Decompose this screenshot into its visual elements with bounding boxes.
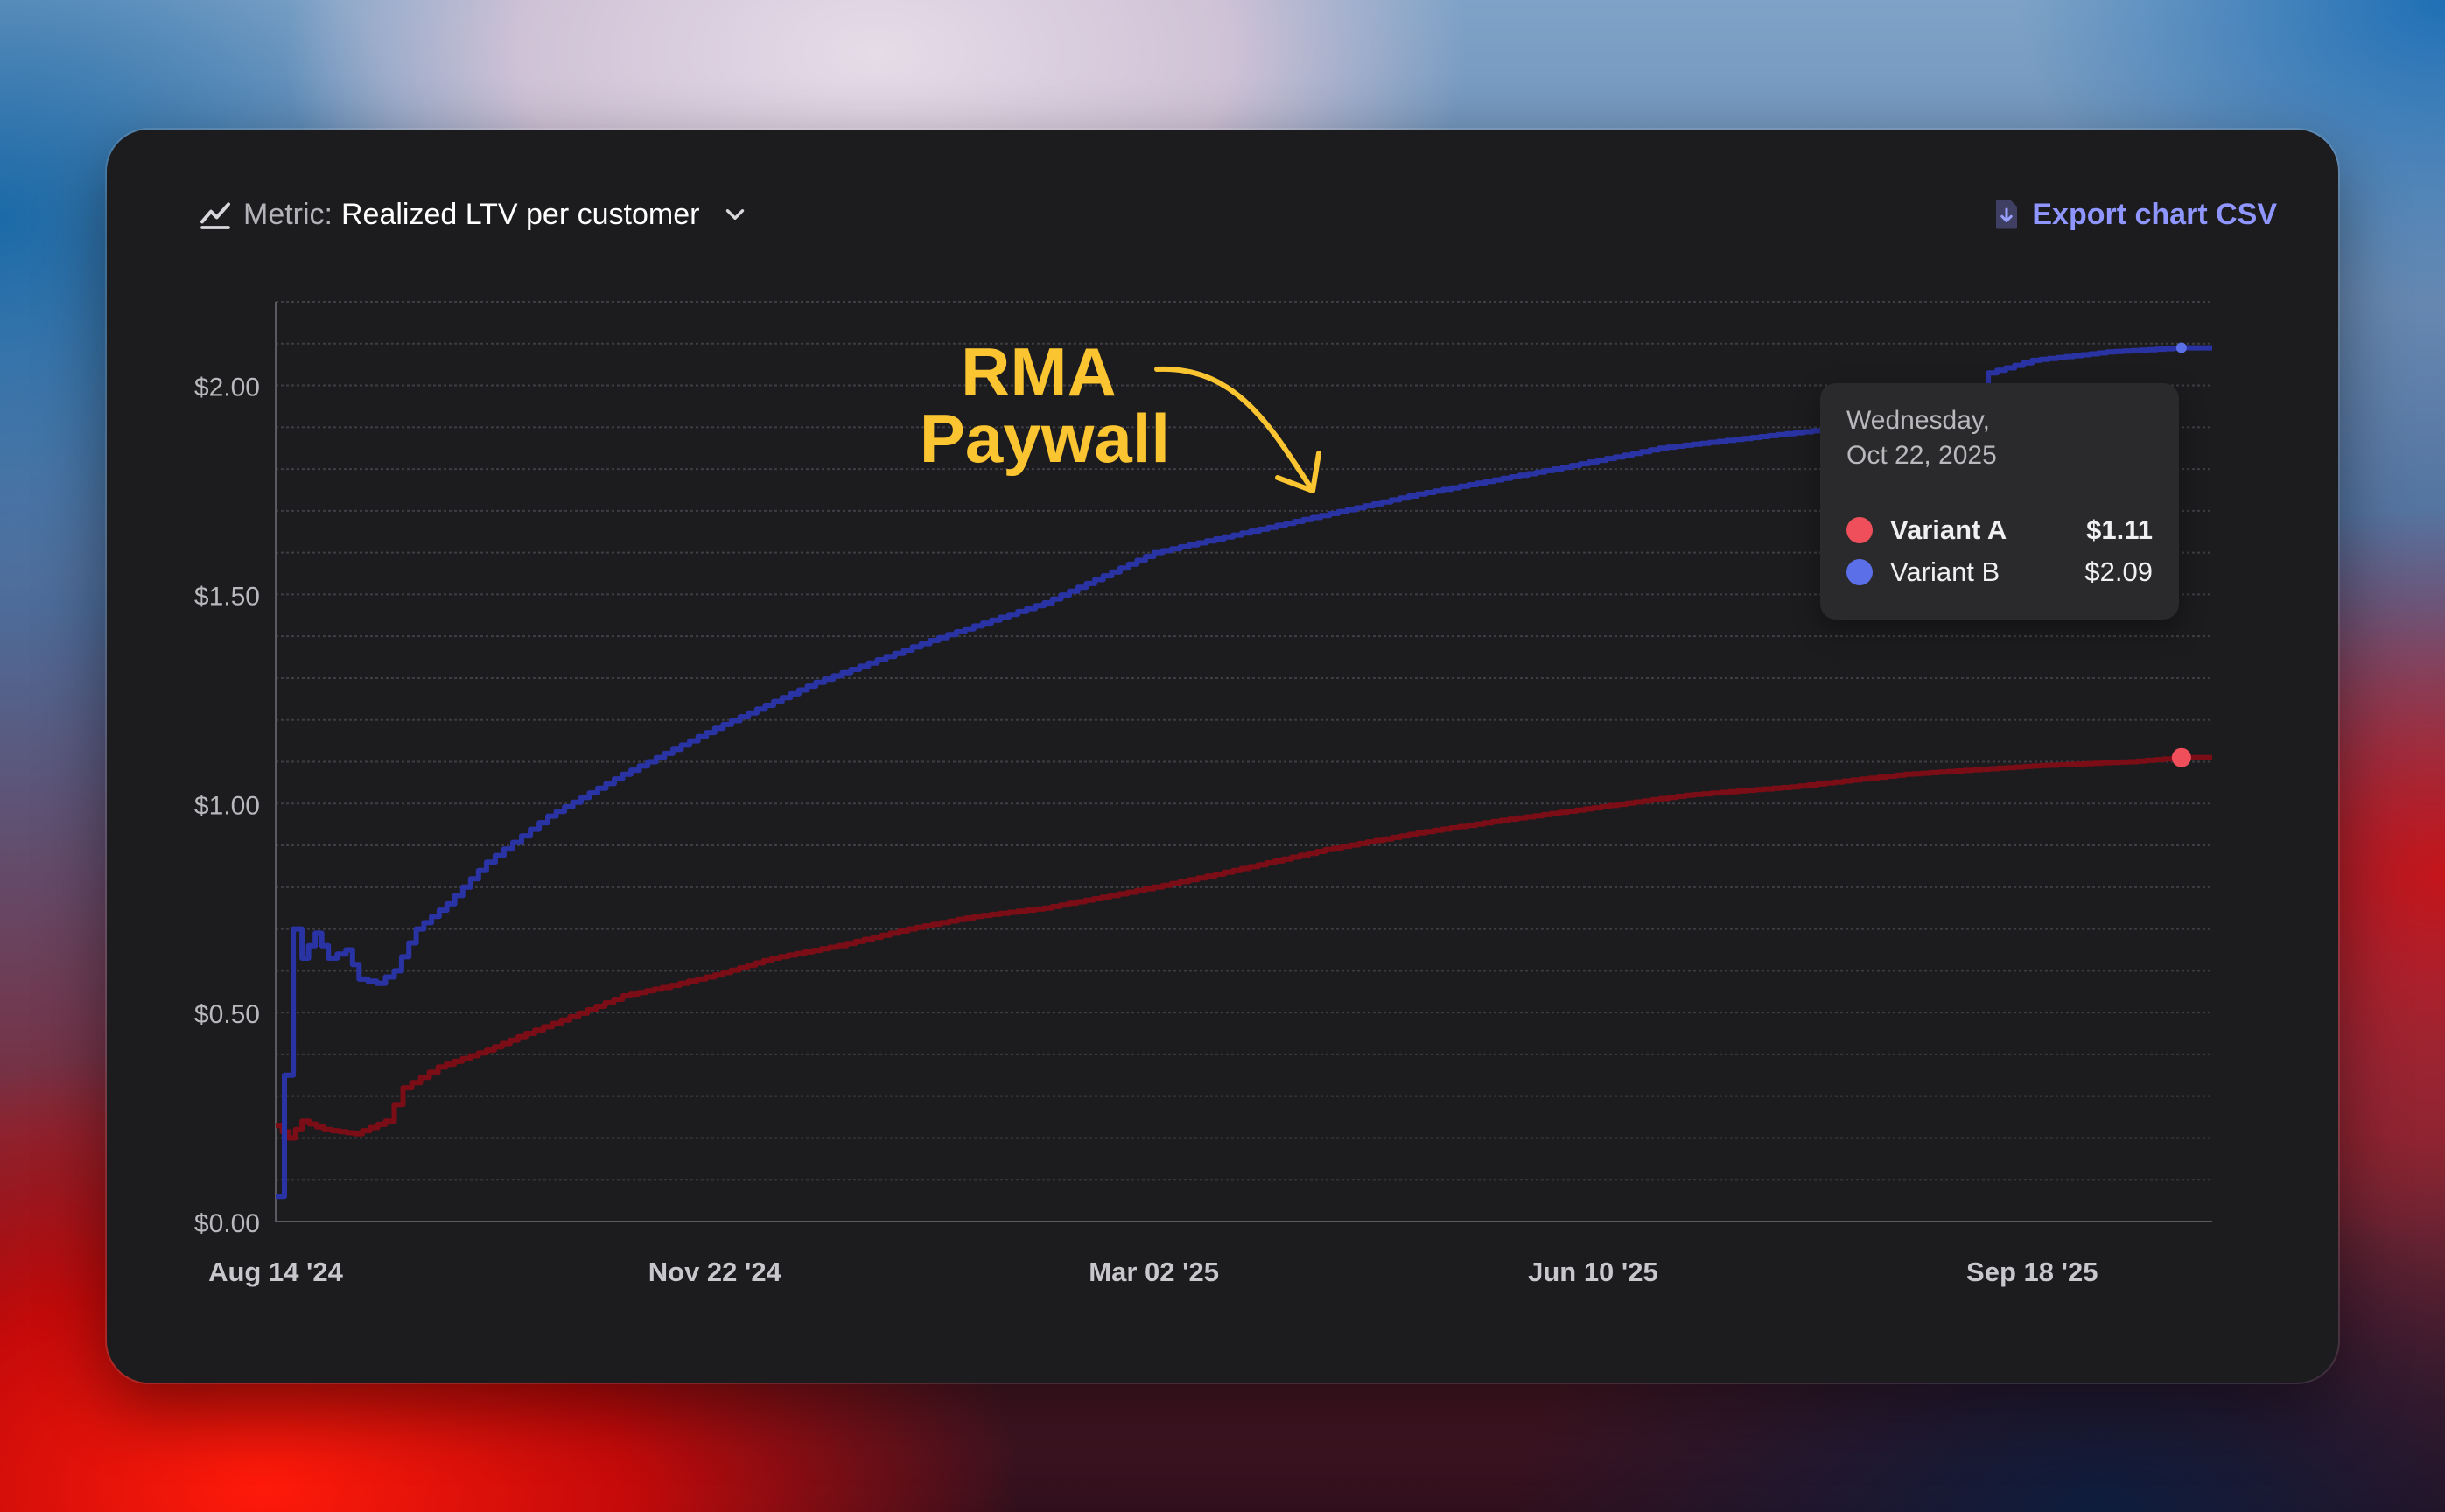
chevron-down-icon[interactable]	[720, 200, 750, 229]
annotation-arrowhead	[1275, 451, 1321, 494]
line-chart: $0.00 $0.50 $1.00 $1.50 $2.00 Aug 14 '24 Nov …	[194, 301, 2212, 1287]
tooltip-series-value: $1.11	[2086, 514, 2153, 545]
annotation: RMA Paywall	[920, 333, 1321, 494]
tooltip-row-variant-a: Variant A $1.11	[1846, 511, 2153, 550]
tooltip-series-value: $2.09	[2084, 556, 2153, 587]
y-tick-label: $0.50	[194, 1000, 260, 1029]
annotation-text-line2: Paywall	[920, 400, 1170, 477]
hover-marker-variant-b	[2175, 342, 2187, 354]
y-tick-label: $0.00	[194, 1209, 260, 1238]
x-tick-label: Mar 02 '25	[1089, 1256, 1219, 1287]
metric-label: Metric:	[243, 197, 333, 231]
x-tick-label: Aug 14 '24	[208, 1256, 344, 1287]
tooltip-date: Oct 22, 2025	[1846, 441, 1997, 470]
tooltip-series-name: Variant B	[1890, 556, 2000, 587]
file-download-icon	[1996, 200, 2018, 229]
annotation-arrow	[1154, 366, 1313, 489]
chart-card: Metric: Realized LTV per customer Export…	[107, 130, 2338, 1382]
y-tick-label: $2.00	[194, 374, 260, 402]
x-tick-label: Nov 22 '24	[648, 1256, 782, 1287]
metric-value[interactable]: Realized LTV per customer	[341, 197, 700, 231]
variant-a-swatch	[1846, 517, 1873, 543]
x-tick-label: Sep 18 '25	[1966, 1256, 2098, 1287]
annotation-text-line1: RMA	[961, 333, 1117, 410]
tooltip-row-variant-b: Variant B $2.09	[1846, 553, 2153, 592]
hover-marker-variant-a	[2171, 747, 2191, 767]
export-label: Export chart CSV	[2032, 197, 2277, 231]
y-tick-label: $1.00	[194, 791, 260, 820]
tooltip-day: Wednesday,	[1846, 406, 1990, 435]
chart-tooltip: Wednesday, Oct 22, 2025 Variant A $1.11 …	[1820, 383, 2179, 620]
line-chart-icon	[200, 202, 230, 229]
tooltip-series-name: Variant A	[1890, 514, 2007, 545]
series-line-variant-a	[276, 754, 2212, 1141]
variant-b-swatch	[1846, 559, 1873, 585]
y-tick-label: $1.50	[194, 582, 260, 611]
metric-selector[interactable]: Metric: Realized LTV per customer	[198, 192, 750, 236]
x-tick-label: Jun 10 '25	[1528, 1256, 1658, 1287]
export-csv-button[interactable]: Export chart CSV	[1993, 192, 2277, 236]
